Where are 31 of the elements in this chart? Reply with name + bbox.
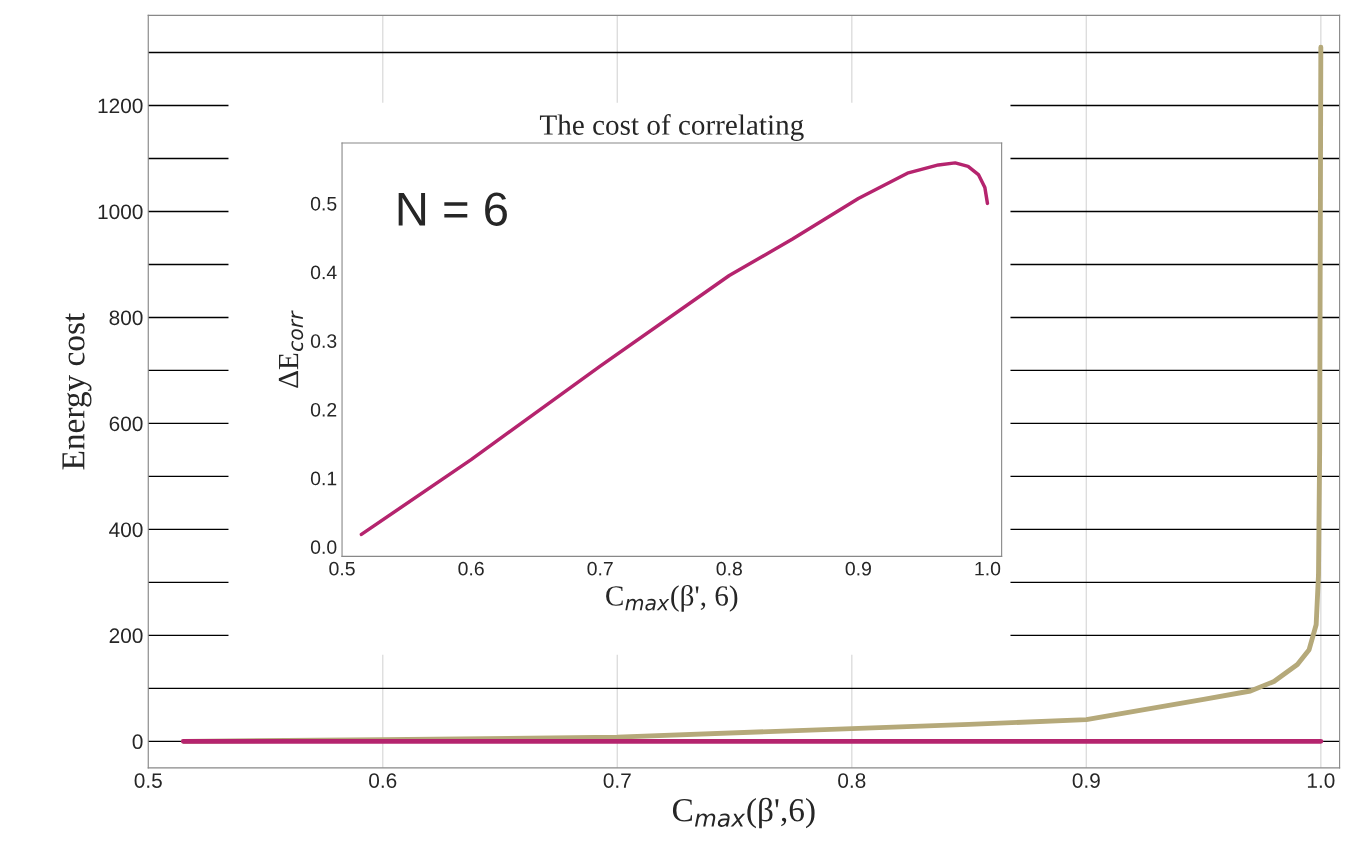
x-tick-label: 0.8 xyxy=(838,773,866,788)
x-tick-label: 0.7 xyxy=(587,561,613,576)
y-tick-label: 0 xyxy=(132,734,143,750)
x-tick-label: 0.5 xyxy=(329,561,355,576)
y-tick-label: 0.4 xyxy=(310,265,337,280)
y-tick-label: 0.1 xyxy=(310,471,337,486)
x-axis-title: C$_{max}$(β',6) xyxy=(672,797,815,829)
y-tick-label: 0.0 xyxy=(310,540,337,555)
y-tick-label: 0.2 xyxy=(310,402,337,417)
x-tick-label: 0.7 xyxy=(603,773,631,788)
chart-title: The cost of correlating xyxy=(539,114,804,141)
x-tick-label: 0.5 xyxy=(134,773,162,788)
x-tick-label: 0.9 xyxy=(1072,773,1100,788)
x-axis-title: C$_{max}$(β', 6) xyxy=(606,584,738,612)
x-tick-label: 0.9 xyxy=(845,561,871,576)
x-tick-label: 0.6 xyxy=(369,773,397,788)
y-axis-title: ΔE$_{corr}$ xyxy=(278,310,304,388)
y-tick-label: 0.3 xyxy=(310,334,337,348)
y-tick-label: 1200 xyxy=(98,98,143,114)
y-tick-label: 0.5 xyxy=(310,196,337,211)
x-tick-label: 1.0 xyxy=(975,561,1001,576)
y-tick-label: 400 xyxy=(109,522,143,538)
annotation: N = 6 xyxy=(398,192,507,226)
y-tick-label: 1000 xyxy=(98,204,143,220)
x-tick-label: 0.6 xyxy=(458,561,484,576)
x-tick-label: 0.8 xyxy=(716,561,742,576)
y-tick-label: 200 xyxy=(109,628,143,644)
y-tick-label: 600 xyxy=(109,416,143,432)
x-tick-label: 1.0 xyxy=(1307,773,1335,788)
y-axis-title: Energy cost xyxy=(62,312,92,470)
y-tick-label: 800 xyxy=(109,310,143,326)
